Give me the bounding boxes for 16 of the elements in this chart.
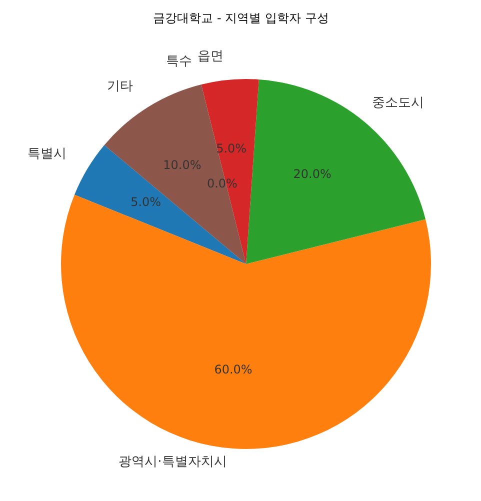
- slice-label: 특별시: [28, 146, 67, 162]
- category-label: 특수: [166, 54, 192, 70]
- chart-title: 금강대학교 - 지역별 입학자 구성: [153, 11, 329, 25]
- pie-slice: [74, 145, 246, 264]
- pie-slice: [201, 79, 259, 264]
- slice-label: 읍면: [197, 48, 224, 64]
- slice-label: 기타: [107, 78, 134, 94]
- pie-slice: [61, 194, 431, 449]
- data-label: 5.0%: [216, 141, 247, 156]
- data-label: 5.0%: [130, 194, 162, 209]
- pie-slice: [246, 79, 426, 264]
- slice-label: 중소도시: [372, 96, 424, 111]
- data-label: 60.0%: [214, 362, 252, 377]
- data-label: 10.0%: [163, 158, 202, 172]
- slice-label: 광역시·특별자치시: [118, 454, 227, 470]
- data-label: 20.0%: [293, 166, 332, 181]
